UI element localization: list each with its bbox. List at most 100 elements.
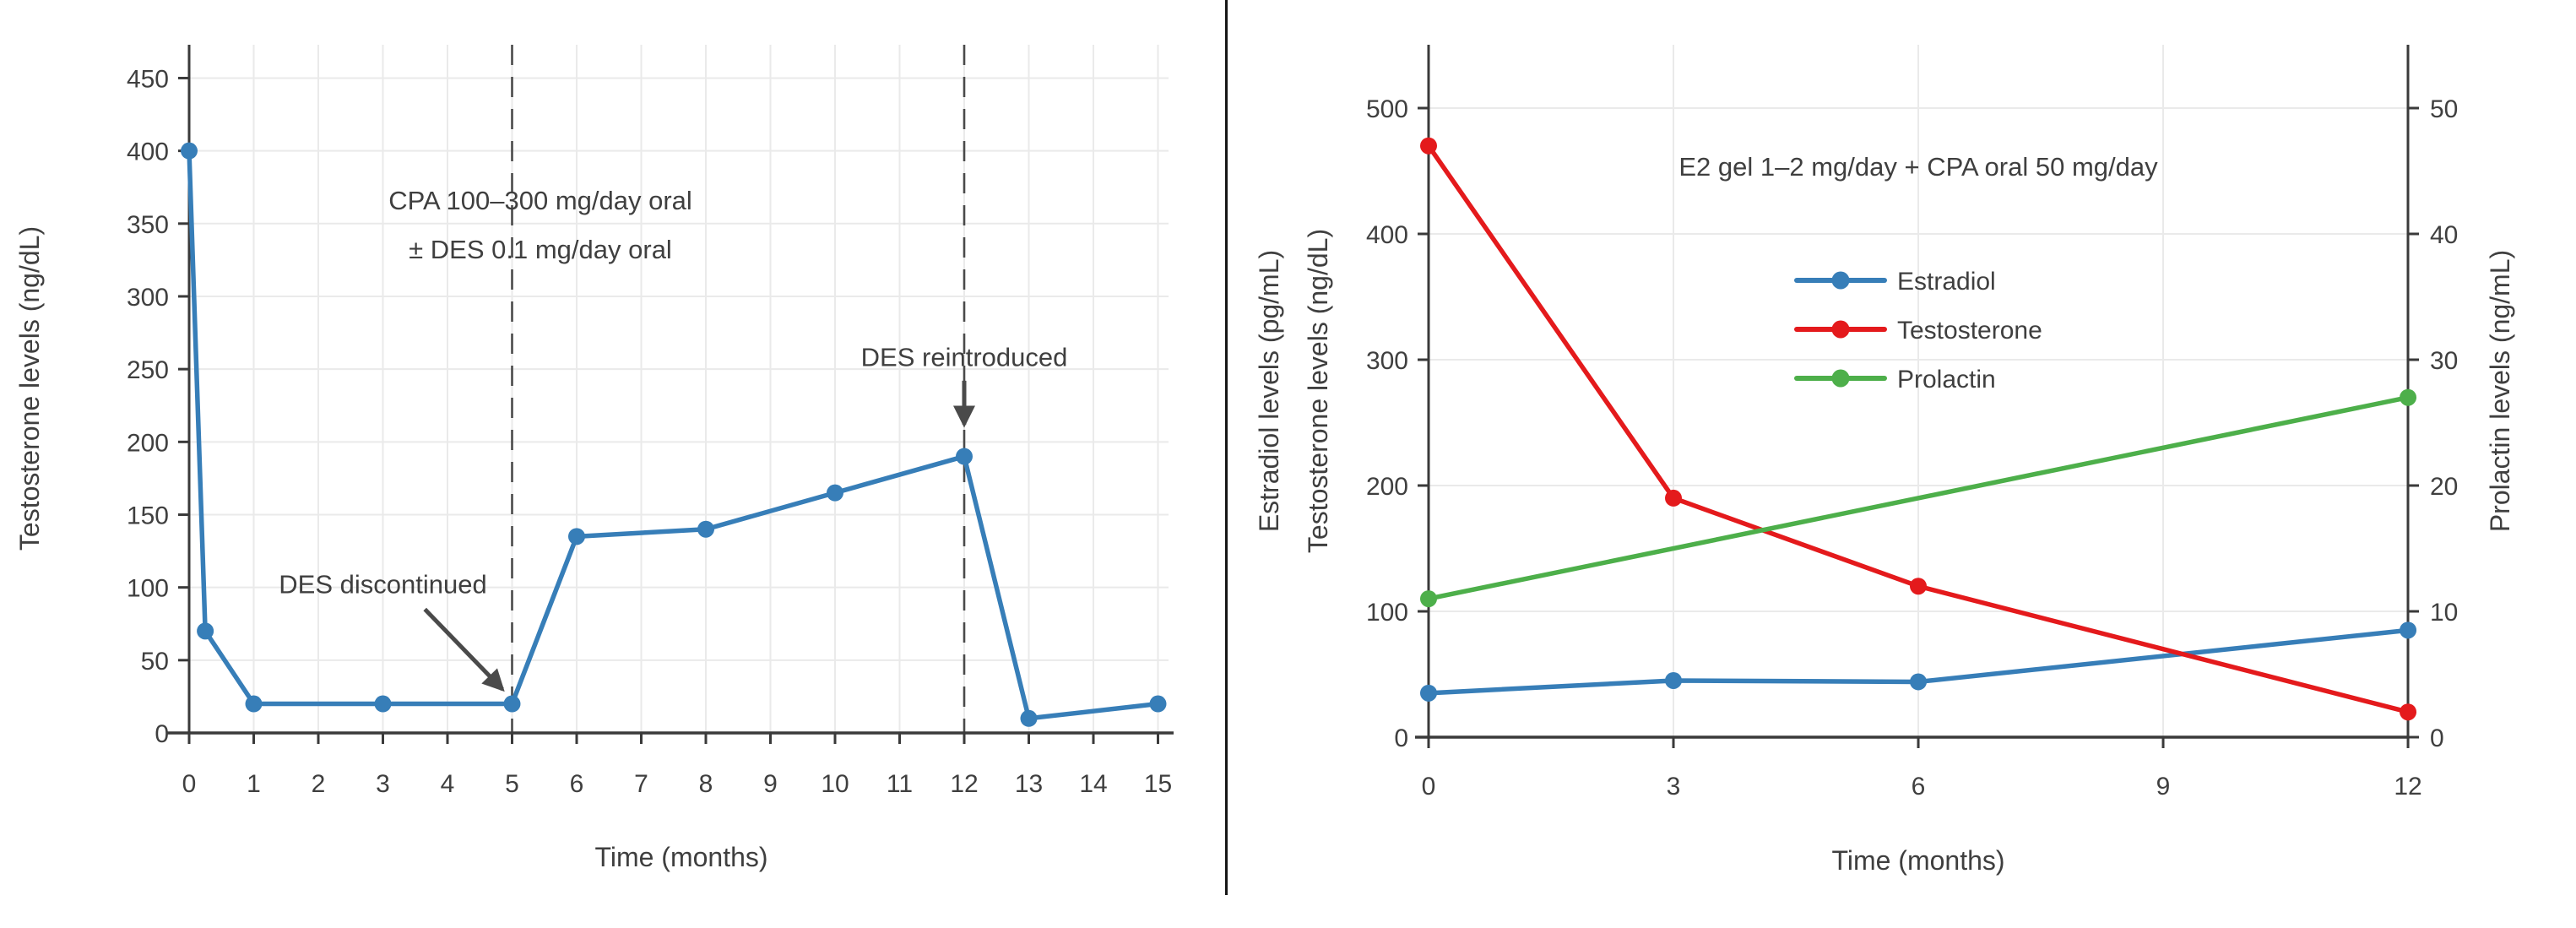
legend-label: Prolactin [1897,366,1996,393]
y-tick-label: 50 [141,648,169,676]
series-prolactin [1420,388,2417,608]
data-point [245,695,263,713]
x-tick-label: 6 [570,770,584,798]
right-y-axis-label-prolactin: Prolactin levels (ng/mL) [2485,250,2515,532]
x-tick-label: 0 [1422,773,1436,800]
data-point [503,695,521,713]
legend-marker [1831,271,1850,290]
treatment-label-line1: CPA 100–300 mg/day oral [388,186,692,215]
right-y-tick-label: 50 [2430,95,2458,123]
x-tick-label: 15 [1144,770,1172,798]
annotation: DES reintroduced [861,343,1068,428]
x-tick-label: 0 [182,770,197,798]
panel-divider [1225,0,1228,895]
annotation-text: DES discontinued [279,570,486,600]
left-y-tick-label: 0 [1394,724,1408,752]
x-tick-label: 11 [887,770,913,798]
data-point [374,695,392,713]
legend-label: Testosterone [1897,317,2042,345]
annotation-text: DES reintroduced [861,343,1068,372]
y-tick-label: 450 [127,65,169,93]
x-tick-label: 2 [312,770,326,798]
left-y-axis-label-testosterone: Testosterone levels (ng/dL) [1303,229,1333,553]
left-y-tick-label: 300 [1366,347,1408,375]
series-line [1426,627,2411,696]
x-axis-label: Time (months) [1831,845,2004,876]
x-tick-label: 14 [1079,770,1107,798]
right-y-tick-label: 0 [2430,724,2444,752]
data-point [1420,590,1437,608]
legend-marker [1831,320,1850,339]
annotation: DES discontinued [279,570,505,692]
y-tick-label: 350 [127,211,169,239]
data-point [956,448,973,465]
legend: Estradiol Testosterone Prolactin [1794,268,2042,393]
left-y-axis-label-estradiol: Estradiol levels (pg/mL) [1254,250,1284,532]
legend-marker [1831,369,1850,388]
legend-label: Estradiol [1897,268,1996,296]
series-line [1426,143,2411,714]
data-point [827,484,843,502]
right-y-tick-label: 10 [2430,599,2458,627]
data-point [568,528,585,545]
series-testosterone [1420,137,2417,721]
x-tick-label: 7 [634,770,648,798]
right-y-tick-label: 30 [2430,347,2458,375]
series-estradiol [1420,621,2417,702]
legend-item-estradiol: Estradiol [1794,268,1996,296]
x-tick-label: 3 [376,770,390,798]
x-tick-label: 8 [699,770,713,798]
right-y-tick-label: 20 [2430,473,2458,501]
data-point [2400,388,2417,406]
data-point [697,520,714,538]
data-point [2400,703,2417,721]
x-tick-label: 10 [821,770,849,798]
data-point [1665,489,1683,507]
y-axis-label: Testosterone levels (ng/dL) [14,226,45,551]
series-testosterone [181,142,1167,727]
right-y-tick-label: 40 [2430,221,2458,249]
series-line [1426,394,2411,601]
x-tick-label: 12 [2394,773,2421,800]
treatment-label-line2: ± DES 0.1 mg/day oral [409,235,672,264]
data-point [2400,621,2417,639]
y-tick-label: 300 [127,284,169,312]
legend-item-testosterone: Testosterone [1794,317,2042,345]
data-point [1420,684,1437,702]
data-point [1910,578,1928,595]
x-tick-label: 9 [763,770,778,798]
data-point [181,142,198,160]
left-y-tick-label: 100 [1366,599,1408,627]
x-tick-label: 9 [2156,773,2171,800]
x-tick-label: 3 [1667,773,1681,800]
x-tick-label: 12 [950,770,978,798]
y-tick-label: 400 [127,138,169,166]
left-y-tick-label: 200 [1366,473,1408,501]
left-y-tick-label: 500 [1366,95,1408,123]
data-point [1149,695,1167,713]
x-tick-label: 6 [1912,773,1926,800]
y-tick-label: 100 [127,575,169,603]
right-chart-gridlines [1429,45,2408,737]
data-point [1665,671,1683,689]
y-tick-label: 200 [127,429,169,457]
x-tick-label: 13 [1015,770,1043,798]
annotation-arrow [423,607,505,692]
x-tick-label: 1 [247,770,261,798]
data-point [1420,137,1437,155]
legend-item-prolactin: Prolactin [1794,366,1996,393]
data-point [197,622,214,640]
data-point [1020,709,1038,727]
y-tick-label: 0 [155,720,169,748]
chart-title: E2 gel 1–2 mg/day + CPA oral 50 mg/day [1678,152,2158,182]
left-y-tick-label: 400 [1366,221,1408,249]
y-tick-label: 250 [127,356,169,384]
data-point [1910,673,1928,691]
y-tick-label: 150 [127,502,169,529]
x-tick-label: 4 [441,770,455,798]
